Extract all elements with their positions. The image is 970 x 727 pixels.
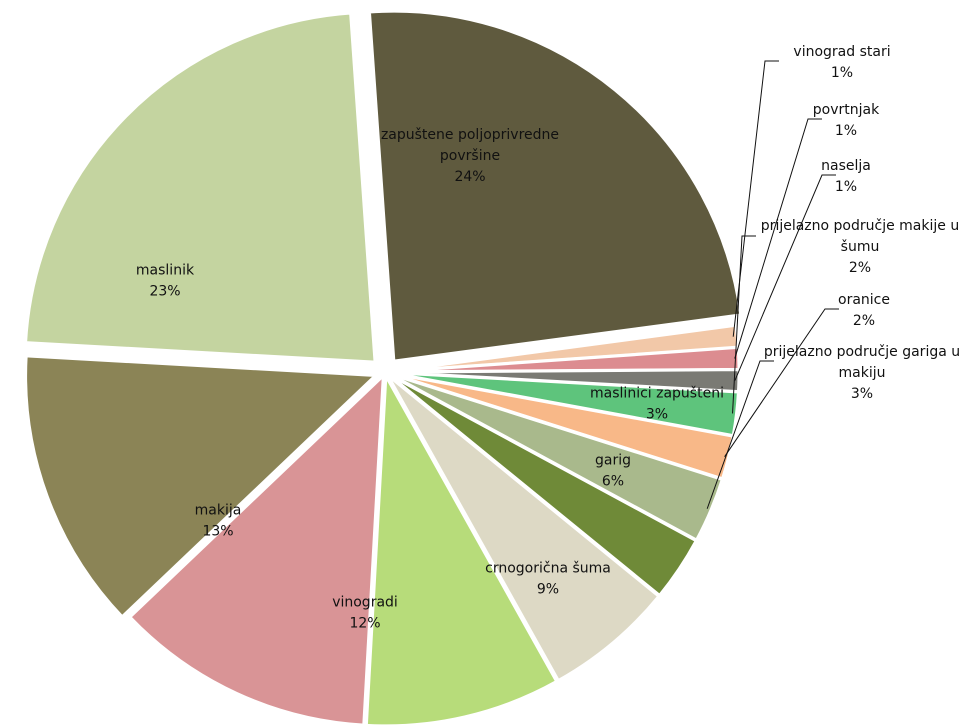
slice-label-11: makija 13% [195,503,242,540]
leader-line-1 [732,60,779,337]
slice-label-9: crnogorična šuma 9% [485,561,611,598]
slice-label-6: prijelazno područje gariga u makiju 3% [764,344,960,402]
slice-labels: zapuštene poljoprivredne površine 24% vinog… [136,44,960,632]
pie-slices [23,9,743,727]
pie-slice-0 [367,9,743,363]
leader-line-2 [734,118,822,359]
slice-label-3: naselja 1% [821,158,871,195]
slice-label-5: oranice 2% [838,292,890,329]
slice-label-7: maslinici zapušteni 3% [590,386,724,423]
pie-slice-12 [23,11,377,364]
pie-slice-9 [364,370,559,727]
leader-line-3 [734,174,836,381]
leader-line-4 [732,235,756,414]
slice-label-0: zapuštene poljoprivredne površine 24% [381,127,559,185]
slice-label-8: garig 6% [595,453,631,490]
slice-label-4: prijelazno područje makije u šumu 2% [761,218,959,276]
leader-line-6 [706,360,774,509]
leader-lines [706,60,839,509]
slice-label-10: vinogradi 12% [332,595,398,632]
slice-label-12: maslinik 23% [136,263,195,300]
slice-label-1: vinograd stari 1% [793,44,890,81]
leader-line-5 [724,308,839,457]
slice-label-2: povrtnjak 1% [813,102,880,139]
pie-slice-10 [127,371,386,727]
pie-slice-11 [24,354,380,619]
pie-slice-8 [386,373,661,683]
